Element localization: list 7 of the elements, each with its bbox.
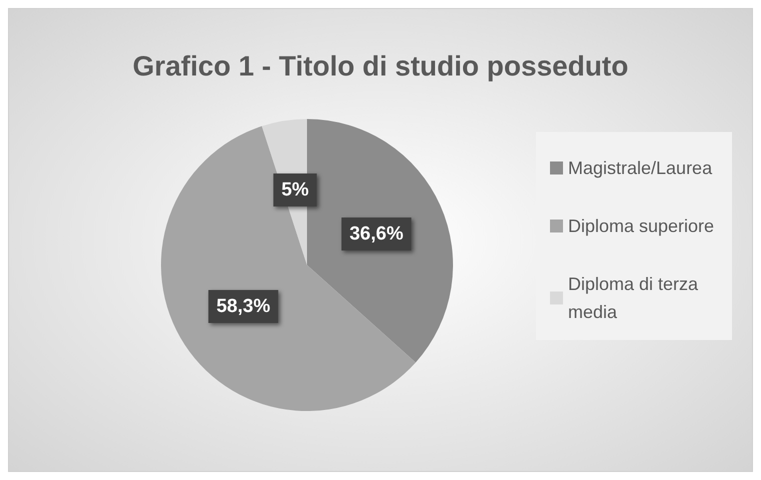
data-label: 36,6% <box>349 224 404 245</box>
data-label: 5% <box>281 179 309 200</box>
data-label: 58,3% <box>216 296 270 317</box>
legend-label: Magistrale/Laurea <box>568 158 714 178</box>
legend-label: Diploma superiore <box>568 216 714 236</box>
chart-title: Grafico 1 - Titolo di studio posseduto <box>132 50 628 82</box>
legend-label: Diploma di terza media <box>568 274 704 322</box>
